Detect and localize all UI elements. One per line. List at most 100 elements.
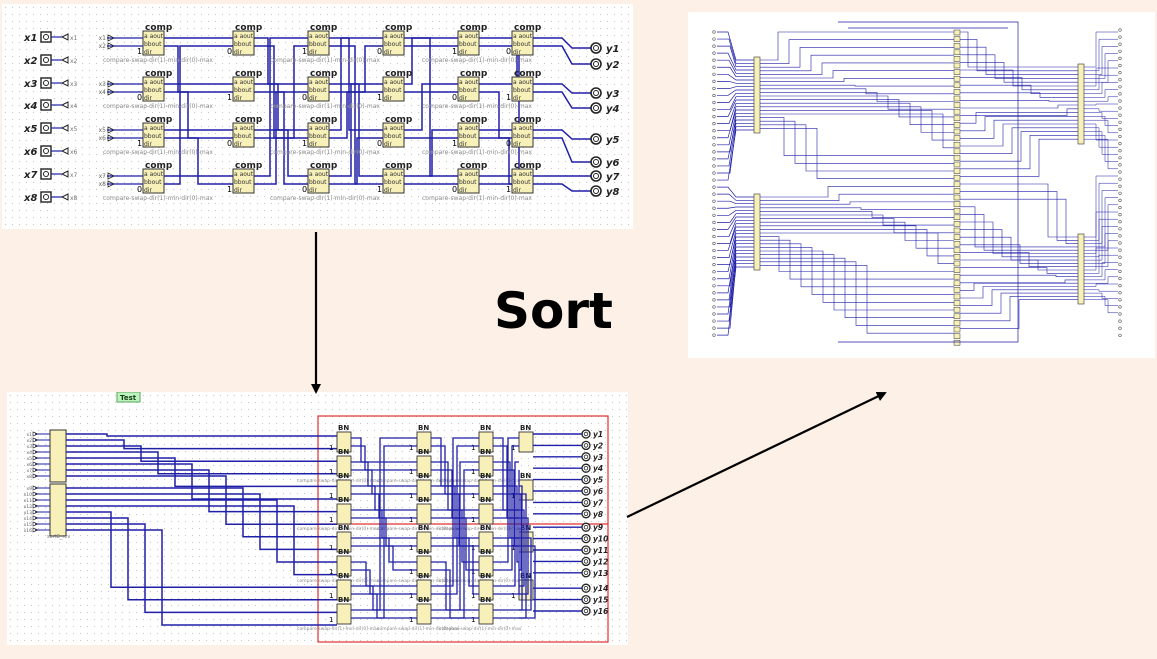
comp-port-label: dir [513,95,521,102]
bn-block [953,155,961,161]
tunnel-icon [107,42,115,50]
wire [1084,254,1118,274]
output-pin-dot [593,188,599,194]
wire [960,292,1078,314]
bn-block-title: BN [480,596,491,604]
wire [1084,96,1118,102]
wire [1084,296,1118,306]
bn-block-title: BN [418,472,429,480]
output-pin-dot [593,136,599,142]
output-pin [581,429,591,439]
bn-block [953,201,961,207]
wire [351,561,417,587]
output-pin [1118,177,1122,181]
comp-port-label: bbout [144,41,162,48]
tunnel-icon [32,431,39,437]
wire [66,445,337,462]
output-pin [1118,92,1122,96]
output-pin-dot [593,105,599,111]
tunnel-label: x1 [70,35,78,42]
wire [760,261,954,326]
output-pin [590,102,602,114]
dir-constant: 1 [137,47,142,56]
wire [351,445,417,619]
output-pin [1118,113,1122,117]
wire [1084,119,1118,134]
wire [164,45,233,185]
tunnel-label: x7 [26,468,32,474]
output-pin [590,42,602,54]
wire [760,257,954,319]
wire [960,206,1078,248]
wire [66,487,337,538]
comp-port-label: a aout [384,171,404,178]
wire [254,129,308,177]
wire [760,31,954,61]
comp-block-title: comp [514,23,542,33]
tunnel-label: x7 [70,172,78,179]
output-pin [1118,56,1122,61]
bn-block [953,273,961,280]
input-pin [712,114,716,119]
wire [493,445,519,571]
output-label: y1 [593,430,603,439]
dir-constant: 0 [137,185,142,194]
diagonal-arrow [626,391,887,518]
output-pin [581,568,591,578]
bn-block-title: BN [418,448,429,456]
comp-port-label: a aout [144,125,164,132]
output-pin [581,556,591,567]
test-tab-label: Test [120,394,137,402]
tunnel-icon [32,503,39,509]
input-pin [712,93,716,98]
comp-port-label: a aout [309,79,329,86]
dir-constant: 0 [137,93,142,102]
dir-constant: 0 [506,139,511,148]
output-label: y5 [606,135,620,146]
wire [1084,292,1118,299]
bn-block-title: BN [338,572,349,580]
wire [960,214,1078,251]
wire [351,517,417,547]
output-pin [1118,298,1122,302]
dir-constant: 0 [452,93,457,102]
comp-block [457,122,480,148]
wire [717,99,754,117]
wire [493,493,527,619]
input-pin [712,58,716,62]
dir-constant: 1 [329,492,333,500]
input-label: x2 [23,56,37,67]
output-pin-dot [583,559,589,564]
wire [1084,276,1118,284]
input-pin-dot [43,102,49,108]
tunnel-label: x6 [26,462,32,468]
input-pin [712,270,716,274]
comp-block [307,30,330,56]
wire [960,221,1078,254]
block-caption: compare-swap-dir(1)-min-dir(0)-max [297,626,380,632]
wire [717,106,754,132]
wire [960,31,1078,68]
wire [717,246,754,294]
comp-port-label: bbout [459,87,477,94]
wire [960,112,1078,124]
wire [533,129,591,140]
tunnel-label: x15 [24,522,33,528]
wire [1084,289,1118,292]
input-pin [712,79,716,83]
output-pin [1118,78,1122,82]
tunnel-label: x6 [70,149,78,156]
tunnel-label: x10 [24,492,33,498]
comp-port-label: a aout [309,33,329,40]
comp-block-title: comp [460,69,488,79]
wire [717,73,754,81]
comp-port-label: dir [384,49,392,56]
wire [760,229,954,257]
wire [66,433,337,437]
output-pin [1118,191,1122,195]
bn-block [953,194,961,201]
wire [66,499,337,563]
wire [66,457,337,488]
bn-block [953,95,961,102]
wire [717,52,754,71]
